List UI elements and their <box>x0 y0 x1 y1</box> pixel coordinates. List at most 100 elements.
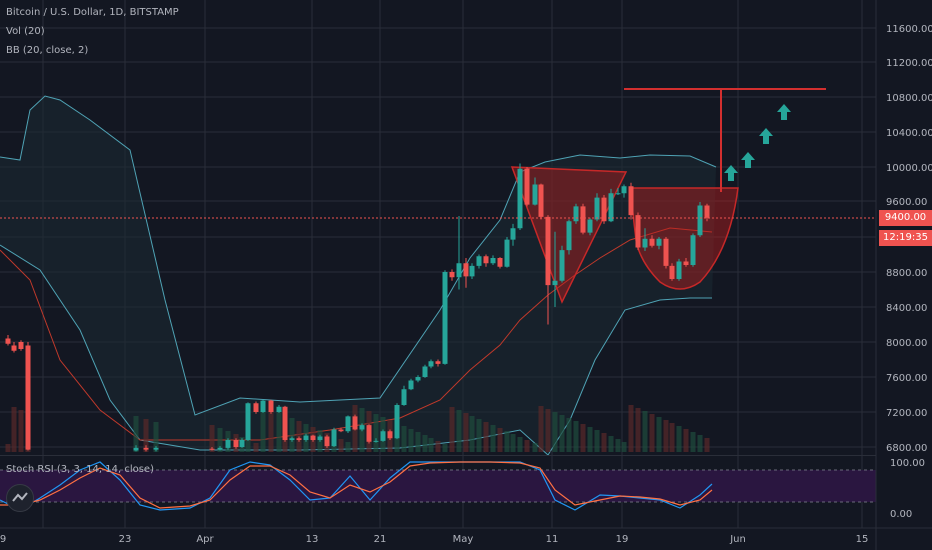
time-tick: 9 <box>0 534 6 545</box>
bollinger-upper-band <box>0 95 717 416</box>
volume-bar <box>143 419 149 452</box>
candle-body <box>260 400 266 412</box>
candle-body <box>545 216 551 286</box>
candle-body <box>143 447 149 450</box>
candle-body <box>366 425 372 442</box>
candle-body <box>359 425 365 430</box>
tradingview-logo-icon[interactable] <box>6 484 34 512</box>
volume-bar <box>456 410 462 452</box>
candle-body <box>310 435 316 440</box>
price-tick: 7200.00 <box>886 408 927 419</box>
volume-bar <box>276 412 282 452</box>
candle-body <box>380 431 386 441</box>
up-arrow-icon <box>741 152 755 168</box>
price-tick: 6800.00 <box>886 443 927 454</box>
volume-bar <box>504 431 510 452</box>
candle-body <box>338 429 344 432</box>
candle-body <box>524 168 530 205</box>
volume-bar <box>615 439 621 452</box>
candle-body <box>296 438 302 440</box>
candle-body <box>245 403 251 440</box>
volume-bar <box>18 410 24 452</box>
volume-indicator-label[interactable]: Vol (20) <box>6 26 45 37</box>
candle-body <box>490 258 496 264</box>
candle-body <box>559 250 565 281</box>
volume-bar <box>133 416 139 452</box>
up-arrow-icon <box>759 128 773 144</box>
candle-body <box>635 215 641 248</box>
rsi-panel-background <box>0 455 876 456</box>
candle-body <box>587 219 593 233</box>
candle-body <box>442 272 448 364</box>
candle-body <box>483 256 489 264</box>
candle-body <box>282 406 288 440</box>
volume-bar <box>524 440 530 452</box>
volume-bar <box>345 442 351 452</box>
volume-bar <box>538 406 544 452</box>
candle-body <box>697 205 703 236</box>
volume-bar <box>401 426 407 452</box>
volume-bar <box>463 413 469 452</box>
candle-body <box>408 380 414 390</box>
candle-body <box>649 238 655 246</box>
volume-bar <box>408 429 414 452</box>
candle-body <box>435 361 441 364</box>
candle-body <box>538 184 544 217</box>
volume-bar <box>676 426 682 452</box>
candle-body <box>580 206 586 233</box>
volume-bar <box>587 427 593 452</box>
candle-body <box>552 280 558 286</box>
candle-body <box>5 338 11 344</box>
price-tick: 8800.00 <box>886 268 927 279</box>
volume-bar <box>573 421 579 452</box>
bar-countdown-tag: 12:19:35 <box>879 230 932 246</box>
rsi-tick: 0.00 <box>890 509 912 520</box>
time-axis[interactable]: 9 23 Apr 13 21 May 11 19 Jun 15 <box>0 534 868 545</box>
projection-arrows <box>724 104 791 181</box>
candle-body <box>669 265 675 279</box>
volume-bar <box>428 438 434 452</box>
price-tick: 8400.00 <box>886 303 927 314</box>
candle-body <box>289 438 295 440</box>
volume-bar <box>532 443 538 452</box>
time-tick: May <box>453 534 474 545</box>
stoch-rsi-label[interactable]: Stoch RSI (3, 3, 14, 14, close) <box>6 464 154 475</box>
time-tick: Jun <box>729 534 746 545</box>
candle-body <box>11 345 17 351</box>
price-tick: 7600.00 <box>886 373 927 384</box>
time-tick: 11 <box>546 534 559 545</box>
time-tick: Apr <box>196 534 214 545</box>
bollinger-indicator-label[interactable]: BB (20, close, 2) <box>6 45 89 56</box>
candle-body <box>676 261 682 279</box>
bollinger-basis-line <box>0 227 713 441</box>
candle-body <box>415 377 421 381</box>
candle-body <box>331 429 337 447</box>
candle-body <box>690 235 696 265</box>
candle-body <box>476 256 482 266</box>
candle-body <box>394 405 400 439</box>
candle-body <box>422 366 428 377</box>
volume-bar <box>373 414 379 452</box>
time-tick: 13 <box>306 534 319 545</box>
candle-body <box>594 197 600 220</box>
volume-bar <box>580 424 586 452</box>
candle-body <box>601 197 607 222</box>
candle-body <box>463 263 469 277</box>
volume-bar <box>649 414 655 452</box>
volume-bar <box>608 436 614 452</box>
price-tick: 9600.00 <box>886 197 927 208</box>
volume-bar <box>476 419 482 452</box>
candle-body <box>497 258 503 267</box>
chart-title: Bitcoin / U.S. Dollar, 1D, BITSTAMP <box>6 7 179 18</box>
rsi-d-line <box>0 461 713 509</box>
volume-bar <box>245 440 251 452</box>
candle-body <box>352 416 358 430</box>
rsi-band-fill <box>0 470 876 502</box>
volume-bar <box>683 429 689 452</box>
rsi-tick: 100.00 <box>890 458 925 469</box>
price-tick: 10000.00 <box>886 163 932 174</box>
volume-bar <box>449 407 455 452</box>
time-tick: 15 <box>856 534 869 545</box>
price-axis[interactable]: 11600.00 11200.00 10800.00 10400.00 1000… <box>886 24 932 520</box>
